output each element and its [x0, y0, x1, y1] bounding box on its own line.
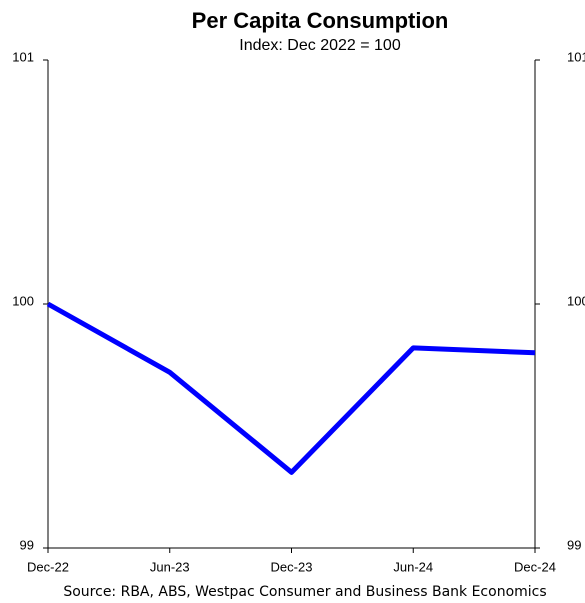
chart-title: Per Capita Consumption	[192, 8, 449, 33]
source-note: Source: RBA, ABS, Westpac Consumer and B…	[63, 584, 546, 600]
y2-tick-label: 99	[567, 537, 581, 552]
y-tick-label: 99	[20, 537, 34, 552]
data-line	[46, 301, 536, 475]
y2-tick-label: 100	[567, 293, 585, 308]
chart-subtitle: Index: Dec 2022 = 100	[239, 37, 401, 54]
y-tick-label: 101	[12, 49, 34, 64]
x-tick-label: Dec-24	[514, 559, 556, 574]
x-tick-label: Dec-22	[27, 559, 69, 574]
y-tick-label: 100	[12, 293, 34, 308]
x-tick-label: Dec-23	[271, 559, 313, 574]
x-tick-label: Jun-24	[393, 559, 433, 574]
y2-tick-label: 101	[567, 49, 585, 64]
x-tick-label: Jun-23	[150, 559, 190, 574]
